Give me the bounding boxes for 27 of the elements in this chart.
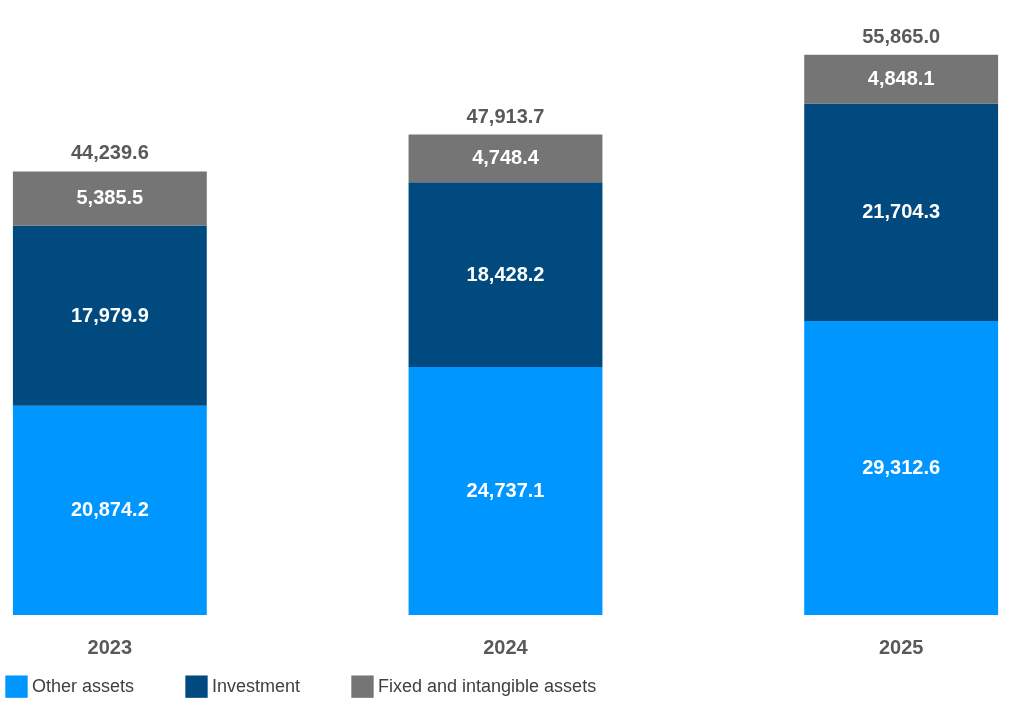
legend-label: Other assets xyxy=(32,675,135,696)
bar xyxy=(804,103,999,322)
bar xyxy=(408,366,603,615)
total-label: 55,865.0 xyxy=(862,24,941,47)
bar xyxy=(408,134,603,183)
bar xyxy=(12,171,207,226)
x-tick-label: 2025 xyxy=(878,635,924,658)
x-tick-label: 2024 xyxy=(483,635,529,658)
bar xyxy=(12,225,207,406)
x-tick-label: 2023 xyxy=(87,635,133,658)
data-label: 29,312.6 xyxy=(862,456,941,479)
legend-label: Investment xyxy=(212,675,301,696)
data-label: 4,848.1 xyxy=(867,67,935,90)
bar xyxy=(12,405,207,615)
data-label: 24,737.1 xyxy=(466,478,545,501)
data-label: 4,748.4 xyxy=(472,146,540,169)
legend-label: Fixed and intangible assets xyxy=(378,675,597,696)
bar xyxy=(804,321,999,615)
data-label: 21,704.3 xyxy=(862,200,941,223)
total-label: 44,239.6 xyxy=(70,141,149,164)
bar xyxy=(804,54,999,104)
total-label: 47,913.7 xyxy=(466,104,545,127)
bar xyxy=(408,182,603,367)
data-label: 18,428.2 xyxy=(466,262,545,285)
data-label: 17,979.9 xyxy=(70,303,149,326)
data-label: 5,385.5 xyxy=(76,186,144,209)
data-label: 20,874.2 xyxy=(70,498,149,521)
